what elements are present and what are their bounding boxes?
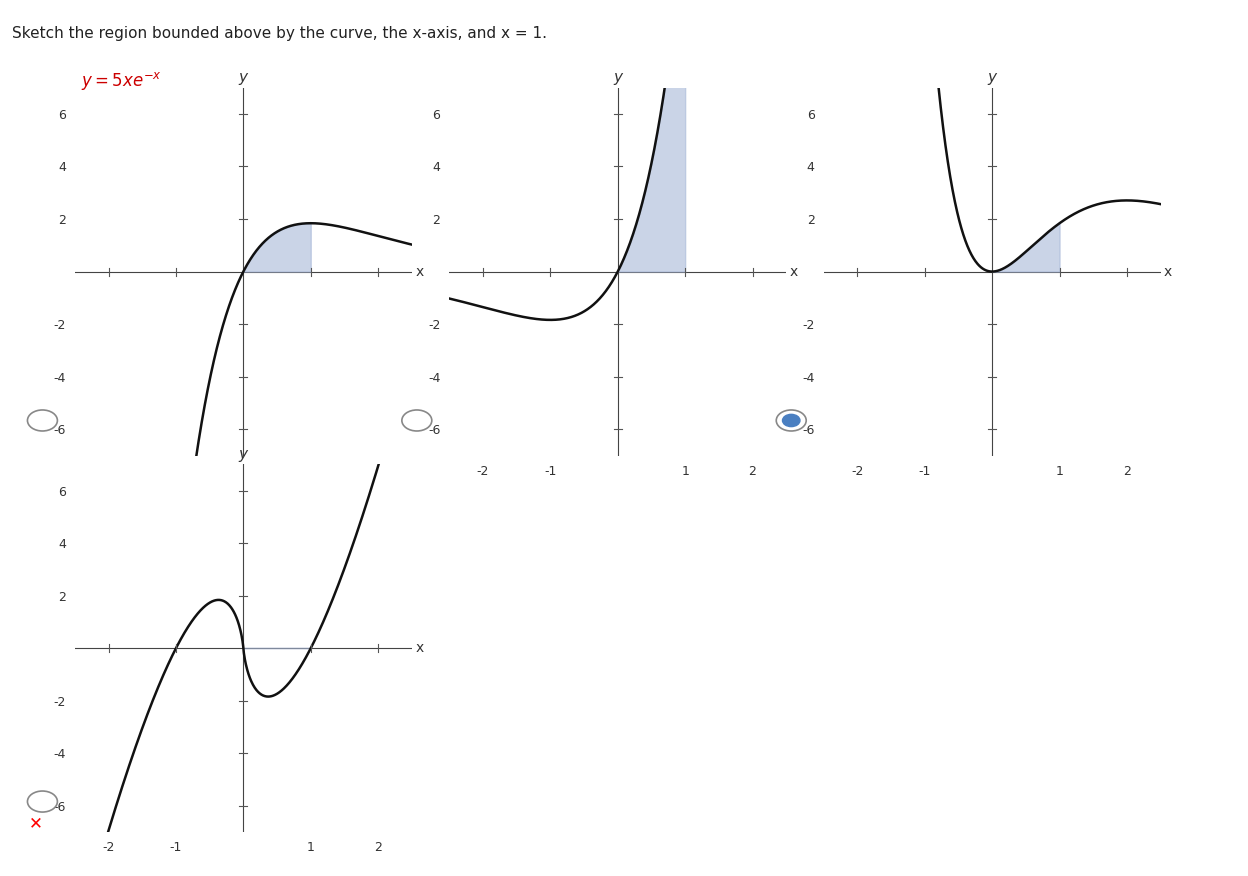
Text: y: y: [613, 70, 623, 85]
Text: x: x: [416, 265, 423, 279]
Text: x: x: [790, 265, 797, 279]
Text: x: x: [416, 641, 423, 655]
Text: y: y: [238, 447, 248, 462]
Text: y: y: [987, 70, 997, 85]
Text: y: y: [238, 70, 248, 85]
Text: ✕: ✕: [29, 815, 44, 832]
Text: x: x: [1164, 265, 1172, 279]
Text: $y = 5xe^{-x}$: $y = 5xe^{-x}$: [81, 70, 162, 92]
Text: Sketch the region bounded above by the curve, the x-axis, and x = 1.: Sketch the region bounded above by the c…: [12, 26, 548, 41]
